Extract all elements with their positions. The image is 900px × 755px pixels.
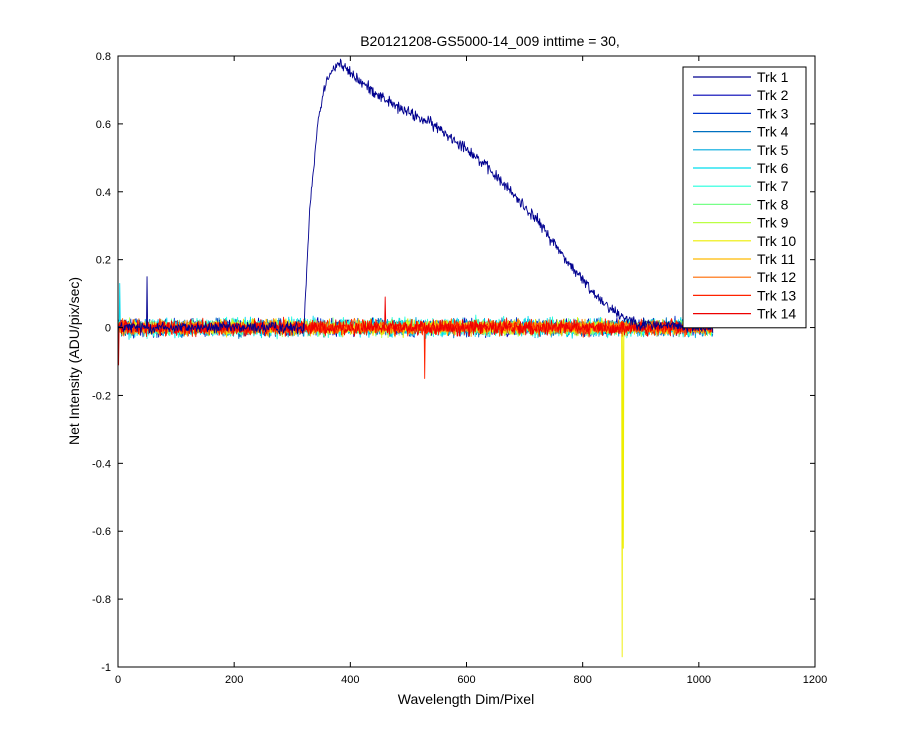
legend-label: Trk 7 [757,178,789,194]
x-tick-label: 600 [457,674,475,686]
legend-label: Trk 8 [757,196,789,212]
legend-label: Trk 11 [757,251,795,267]
y-tick-label: -0.6 [92,526,111,538]
x-tick-label: 1000 [687,674,711,686]
legend-label: Trk 3 [757,105,789,121]
legend-label: Trk 4 [757,124,789,140]
series-line-trk-14 [117,296,714,366]
legend-label: Trk 13 [757,287,796,303]
legend-label: Trk 1 [757,69,789,85]
y-tick-label: 0.2 [96,255,111,267]
y-axis-label: Net Intensity (ADU/pix/sec) [66,277,82,445]
y-tick-label: 0.6 [96,119,111,131]
legend-label: Trk 9 [757,215,789,231]
x-tick-label: 400 [341,674,359,686]
y-tick-label: -1 [101,662,111,674]
tick-layer: 0 200 400 600 800 1000 1200 -1 -0.8 -0.6 -0.4 -0.2 0… [92,51,827,686]
legend: Trk 1 Trk 2 Trk 3 Trk 4 Trk 5 Trk 6 Trk 7 Trk 8… [682,66,807,329]
y-tick-label: 0 [105,323,111,335]
x-tick-label: 0 [115,674,121,686]
legend-label: Trk 10 [757,233,796,249]
x-tick-label: 800 [573,674,591,686]
x-tick-label: 200 [225,674,243,686]
x-tick-label: 1200 [803,674,827,686]
y-tick-label: 0.4 [96,187,111,199]
legend-box [682,66,807,329]
legend-label: Trk 14 [757,306,796,322]
series-line-trk-13 [117,316,714,379]
series-layer [117,58,714,658]
legend-label: Trk 6 [757,160,789,176]
y-tick-label: -0.8 [92,594,111,606]
legend-label: Trk 12 [757,269,796,285]
chart-title: B20121208-GS5000-14_009 inttime = 30, [360,33,620,49]
y-tick-label: -0.2 [92,390,111,402]
legend-label: Trk 5 [757,142,789,158]
x-axis-label: Wavelength Dim/Pixel [398,691,534,707]
legend-label: Trk 2 [757,87,789,103]
y-tick-label: 0.8 [96,51,111,63]
series-line-trk-1 [117,58,714,335]
y-tick-label: -0.4 [92,458,111,470]
